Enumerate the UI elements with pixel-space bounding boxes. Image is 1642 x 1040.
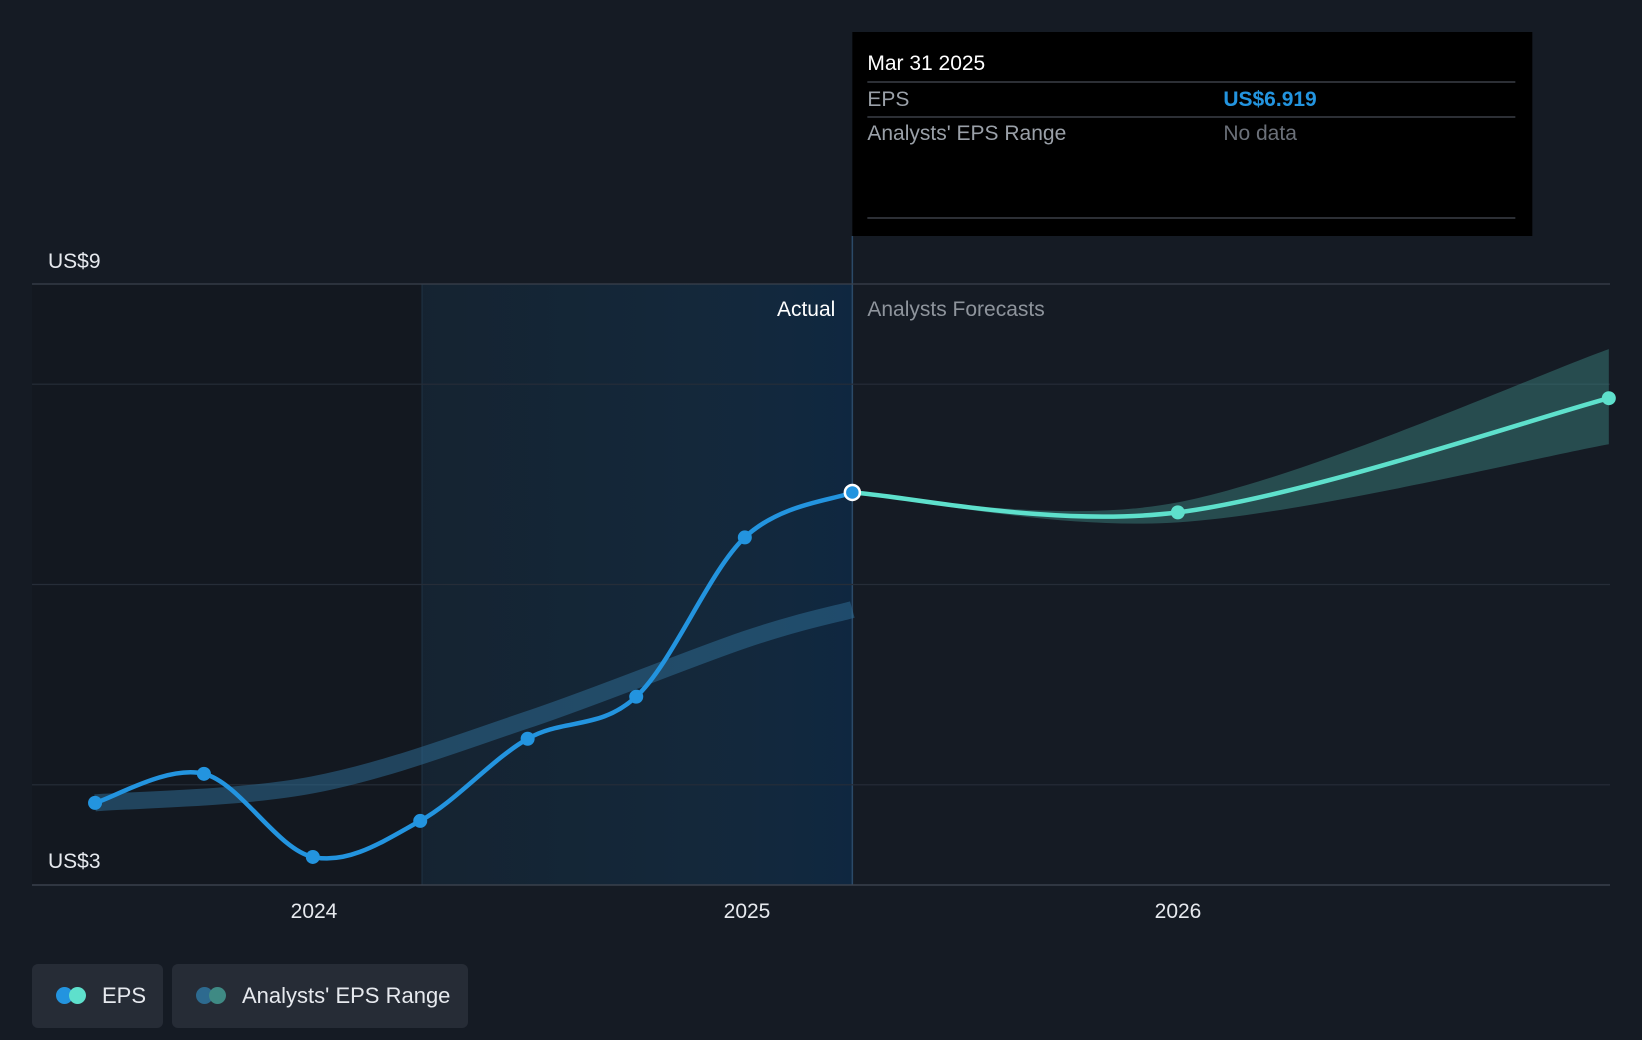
x-tick-label: 2025 [724, 900, 771, 923]
forecast-region-label: Analysts Forecasts [867, 298, 1044, 321]
eps-actual-point [629, 689, 644, 704]
tooltip-row-value: No data [1223, 122, 1297, 145]
eps-actual-point [305, 849, 320, 864]
eps-actual-line [92, 490, 855, 861]
eps-actual-point [737, 530, 752, 545]
tooltip-row-label: EPS [867, 88, 909, 111]
x-tick-label: 2026 [1155, 900, 1202, 923]
eps-range-legend-icon [196, 987, 228, 1005]
legend-dot-range-forecast [209, 987, 226, 1004]
legend-eps-range-label: Analysts' EPS Range [242, 983, 451, 1008]
actual-region-label: Actual [777, 298, 835, 321]
x-tick-label: 2024 [291, 900, 338, 923]
tooltip-box [852, 32, 1533, 236]
eps-forecast-line [850, 395, 1612, 519]
tooltip-row-value: US$6.919 [1223, 88, 1316, 111]
legend-dot-range-actual [196, 987, 213, 1004]
eps-actual-point [88, 795, 103, 810]
tooltip-date: Mar 31 2025 [867, 52, 985, 75]
eps-range-forecast-band [852, 349, 1609, 524]
eps-actual-point [196, 766, 211, 781]
eps-highlight-point [843, 483, 862, 502]
legend-eps[interactable]: EPS [32, 964, 163, 1028]
eps-actual-point [520, 731, 535, 746]
eps-actual-point [413, 813, 428, 828]
legend-dot-actual [56, 987, 73, 1004]
y-axis-top-label: US$9 [48, 250, 101, 273]
eps-legend-icon [56, 987, 88, 1005]
eps-range-actual-band [94, 601, 855, 812]
tooltip-row-label: Analysts' EPS Range [867, 122, 1066, 145]
legend-eps-range[interactable]: Analysts' EPS Range [172, 964, 468, 1028]
legend-eps-label: EPS [102, 983, 147, 1008]
eps-forecast-point [1170, 505, 1185, 520]
y-axis-bottom-label: US$3 [48, 850, 101, 873]
legend-dot-forecast [69, 987, 86, 1004]
eps-forecast-point [1601, 391, 1616, 406]
